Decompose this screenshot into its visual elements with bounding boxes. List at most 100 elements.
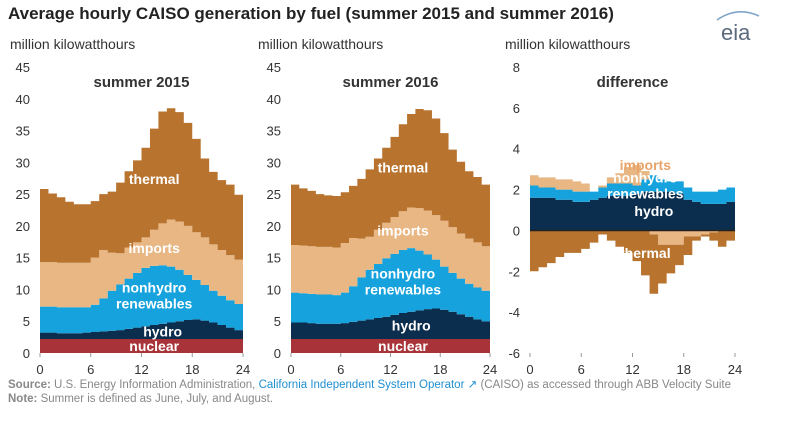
series-label-line: imports (620, 157, 672, 173)
x-tick-label: 24 (483, 362, 497, 375)
series-label-nonhydro-renewables: nonhydro renewables (607, 169, 683, 201)
series-label-line: hydro (634, 203, 673, 219)
series-label-line: nonhydro (613, 169, 678, 185)
footer: Source: U.S. Energy Information Administ… (8, 378, 788, 406)
x-tick-label: 12 (134, 362, 148, 375)
series-label-line: hydro (143, 323, 182, 339)
x-tick-label: 18 (433, 362, 447, 375)
y-tick-label: 0 (513, 223, 520, 238)
x-tick-label: 6 (337, 362, 344, 375)
panel-title: summer 2015 (94, 74, 190, 91)
area-imports (291, 207, 490, 296)
area-thermal (530, 230, 735, 294)
source-text-1: U.S. Energy Information Administration, (50, 379, 259, 391)
series-label-line: thermal (620, 245, 671, 261)
x-tick-label: 0 (526, 362, 533, 375)
area-nuclear (40, 339, 243, 353)
eia-logo-icon: eia (716, 11, 760, 45)
area-nonhydro-renewables (291, 248, 490, 324)
y-tick-label: 5 (274, 314, 281, 329)
y-tick-label: 4 (513, 142, 520, 157)
series-label-nuclear: nuclear (129, 338, 179, 354)
y-tick-label: 0 (23, 346, 30, 361)
x-tick-label: 12 (383, 362, 397, 375)
source-text-2: (CAISO) as accessed through ABB Velocity… (477, 379, 732, 391)
y-tick-label: 5 (23, 314, 30, 329)
y-axis-label: million kilowatthours (10, 36, 135, 52)
series-label-nonhydro-renewables: nonhydro renewables (365, 266, 441, 298)
x-tick-label: 0 (287, 362, 294, 375)
area-hydro (40, 319, 243, 340)
x-tick-label: 6 (578, 362, 585, 375)
series-label-line: imports (129, 240, 181, 256)
y-tick-label: 15 (16, 251, 30, 266)
y-tick-label: 30 (267, 155, 281, 170)
series-label-nonhydro-renewables: nonhydro renewables (116, 279, 192, 311)
x-tick-label: 24 (728, 362, 742, 375)
note-text: Summer is defined as June, July, and Aug… (37, 393, 274, 405)
area-imports (40, 219, 243, 308)
y-tick-label: 6 (513, 101, 520, 116)
series-label-thermal: thermal (129, 171, 180, 187)
eia-logo-text: eia (721, 20, 751, 45)
y-tick-label: 25 (16, 187, 30, 202)
series-label-thermal: thermal (378, 160, 429, 176)
area-thermal (40, 108, 243, 263)
area-thermal (291, 108, 490, 248)
y-tick-label: 40 (16, 92, 30, 107)
series-label-line: renewables (116, 295, 192, 311)
series-label-line: renewables (607, 185, 683, 201)
panel-title: difference (597, 74, 669, 91)
external-link-icon[interactable]: ↗ (464, 379, 478, 391)
series-label-hydro: hydro (634, 203, 673, 219)
series-label-line: thermal (378, 160, 429, 176)
y-tick-label: 25 (267, 187, 281, 202)
series-label-line: hydro (392, 317, 431, 333)
y-tick-label: -4 (508, 305, 520, 320)
series-label-line: nonhydro (122, 279, 187, 295)
x-tick-label: 6 (87, 362, 94, 375)
y-tick-label: 10 (267, 282, 281, 297)
y-tick-label: 10 (16, 282, 30, 297)
area-nonhydro-renewables (530, 175, 735, 204)
area-hydro (291, 308, 490, 340)
series-label-line: nuclear (129, 338, 179, 354)
series-label-hydro: hydro (392, 317, 431, 333)
series-label-imports: imports (377, 223, 429, 239)
x-tick-label: 18 (185, 362, 199, 375)
x-tick-label: 12 (625, 362, 639, 375)
y-tick-label: 20 (16, 219, 30, 234)
series-label-imports: imports (620, 157, 672, 173)
y-tick-label: 30 (16, 155, 30, 170)
eia-logo: eia (707, 4, 767, 46)
area-imports (530, 165, 735, 245)
panel-summer-2015: million kilowatthours 0 5 10 15 20 25 30 35 40 45 0… (10, 36, 250, 375)
y-tick-label: 45 (267, 60, 281, 75)
series-label-hydro: hydro (143, 323, 182, 339)
source-line: Source: U.S. Energy Information Administ… (8, 378, 788, 392)
series-label-line: nonhydro (371, 266, 436, 282)
area-nonhydro-renewables (40, 265, 243, 334)
y-axis-label: million kilowatthours (258, 36, 383, 52)
series-label-line: imports (377, 223, 429, 239)
x-tick-label: 24 (236, 362, 250, 375)
y-tick-label: 35 (267, 124, 281, 139)
y-tick-label: 20 (267, 219, 281, 234)
y-tick-label: 2 (513, 183, 520, 198)
y-tick-label: -2 (508, 264, 520, 279)
y-tick-label: 40 (267, 92, 281, 107)
y-tick-label: 45 (16, 60, 30, 75)
y-axis-label: million kilowatthours (505, 36, 630, 52)
y-tick-label: 15 (267, 251, 281, 266)
panel-title: summer 2016 (343, 74, 439, 91)
series-label-imports: imports (129, 240, 181, 256)
series-label-thermal: thermal (620, 245, 671, 261)
series-label-line: renewables (365, 282, 441, 298)
caiso-link[interactable]: California Independent System Operator (258, 379, 465, 391)
series-label-nuclear: nuclear (378, 338, 428, 354)
source-label: Source: (8, 379, 51, 391)
area-nuclear (291, 339, 490, 353)
y-tick-label: 35 (16, 124, 30, 139)
chart-area: million kilowatthours0510152025303540450… (10, 36, 742, 375)
